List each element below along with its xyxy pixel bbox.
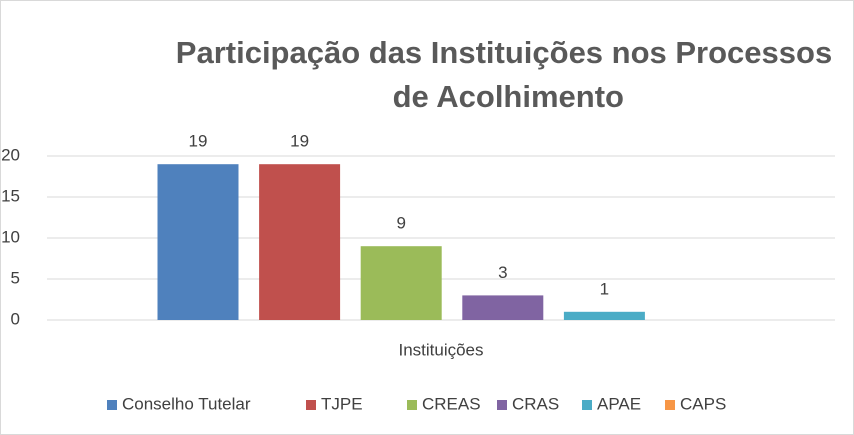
legend-swatch bbox=[582, 400, 592, 410]
value-label: 9 bbox=[396, 214, 405, 233]
y-tick-label: 0 bbox=[11, 309, 20, 328]
chart-title: Participação das Instituições nos Proces… bbox=[176, 35, 832, 114]
legend-label: CAPS bbox=[680, 394, 726, 413]
value-label: 3 bbox=[498, 263, 507, 282]
bar bbox=[462, 295, 544, 320]
bar bbox=[360, 246, 442, 320]
bar bbox=[157, 164, 239, 320]
value-label: 19 bbox=[189, 132, 208, 151]
legend-label: Conselho Tutelar bbox=[122, 394, 251, 413]
x-tick-label: Instituições bbox=[398, 340, 483, 359]
legend-label: CREAS bbox=[422, 394, 481, 413]
legend-swatch bbox=[107, 400, 117, 410]
y-tick-label: 20 bbox=[1, 145, 20, 164]
legend-swatch bbox=[407, 400, 417, 410]
y-tick-label: 10 bbox=[1, 227, 20, 246]
legend-label: TJPE bbox=[321, 394, 363, 413]
legend-swatch bbox=[306, 400, 316, 410]
bar bbox=[259, 164, 341, 320]
bar bbox=[563, 311, 645, 320]
y-tick-label: 15 bbox=[1, 186, 20, 205]
legend-label: CRAS bbox=[512, 394, 559, 413]
value-label: 1 bbox=[600, 279, 609, 298]
legend-label: APAE bbox=[597, 394, 641, 413]
legend-swatch bbox=[665, 400, 675, 410]
y-tick-label: 5 bbox=[11, 268, 20, 287]
legend-swatch bbox=[497, 400, 507, 410]
value-label: 19 bbox=[290, 132, 309, 151]
